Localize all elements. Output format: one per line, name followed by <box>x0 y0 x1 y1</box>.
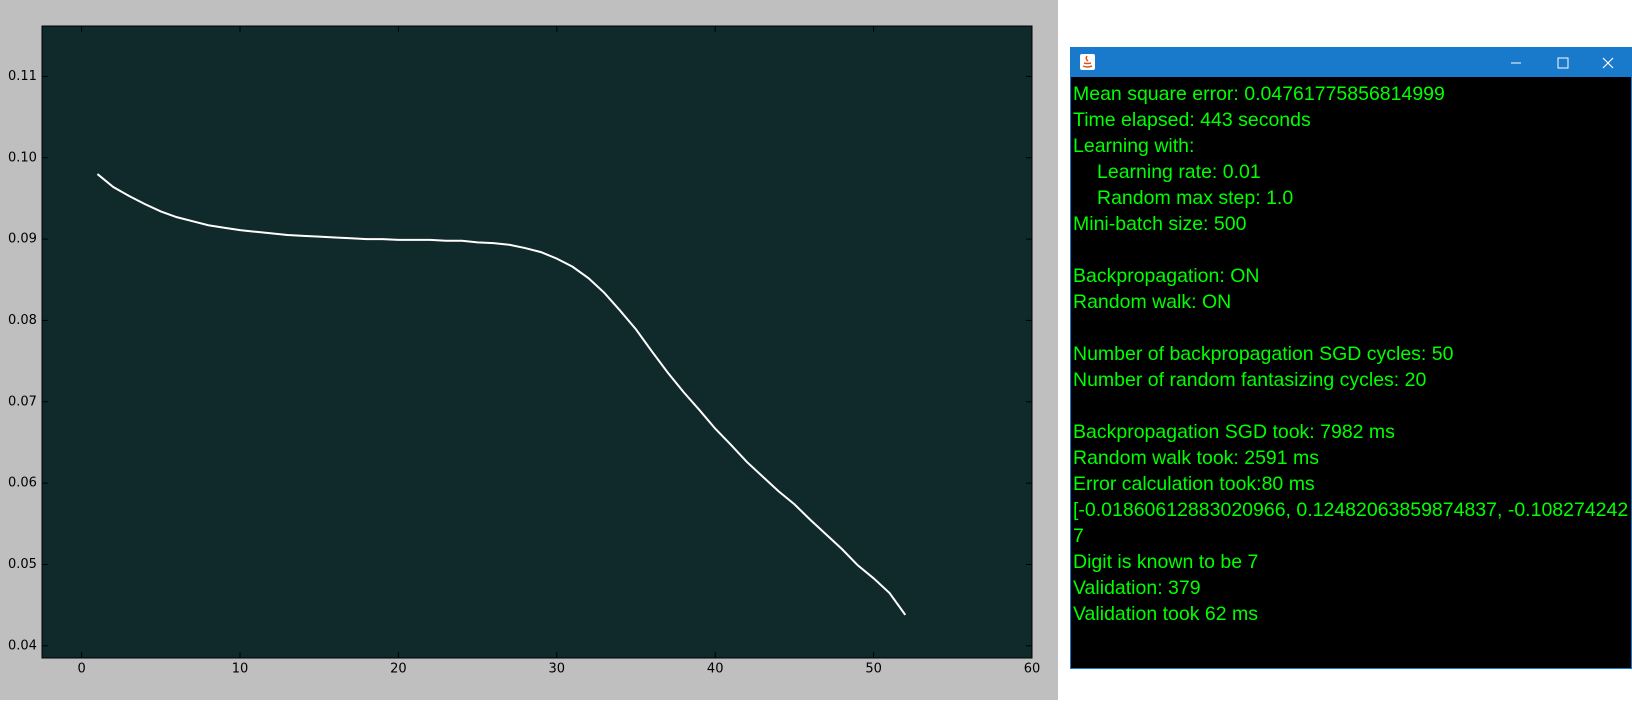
console-text: Mean square error: 0.04761775856814999 Ti… <box>1071 77 1631 627</box>
console-line: Number of random fantasizing cycles: 20 <box>1073 369 1427 391</box>
x-tick-label: 30 <box>549 662 566 677</box>
blank-line <box>1073 237 1631 263</box>
console-window: Mean square error: 0.04761775856814999 Ti… <box>1070 47 1632 669</box>
x-tick-label: 0 <box>77 662 85 677</box>
console-line: Random walk took: 2591 ms <box>1073 447 1320 469</box>
y-tick-label: 0.07 <box>8 394 37 409</box>
x-tick-label: 50 <box>865 662 882 677</box>
chart: 0.04 0.05 0.06 0.07 0.08 0.09 0.10 0.11 0 10 20 30 4… <box>8 25 1041 677</box>
console-line: Learning rate: 0.01 <box>1097 161 1261 183</box>
console-line: Number of backpropagation SGD cycles: 50 <box>1073 343 1454 365</box>
console-line: Mini-batch size: 500 <box>1073 213 1247 235</box>
maximize-button[interactable] <box>1557 57 1569 69</box>
y-tick-label: 0.09 <box>8 232 37 247</box>
console-line: Error calculation took:80 ms <box>1073 473 1315 495</box>
console-line: Validation: 379 <box>1073 577 1201 599</box>
plot-area <box>41 25 1033 659</box>
data-line <box>96 173 907 616</box>
console-line: Backpropagation SGD took: 7982 ms <box>1073 421 1395 443</box>
console-line: Digit is known to be 7 <box>1073 551 1259 573</box>
title-bar-icons <box>1080 54 1614 70</box>
y-tick-label: 0.11 <box>8 69 37 84</box>
console-line: Random walk: ON <box>1073 291 1232 313</box>
x-tick-label: 10 <box>232 662 249 677</box>
x-tick-label: 20 <box>390 662 407 677</box>
console-line: Random max step: 1.0 <box>1097 187 1294 209</box>
app-icon <box>1080 54 1095 70</box>
close-button[interactable] <box>1602 57 1614 69</box>
console-line: Time elapsed: 443 seconds <box>1073 109 1311 131</box>
plot-window: 0.04 0.05 0.06 0.07 0.08 0.09 0.10 0.11 0 10 20 30 4… <box>0 0 1058 700</box>
console-line: [-0.01860612883020966, 0.124820638598748… <box>1073 499 1629 521</box>
y-tick-label: 0.06 <box>8 476 37 491</box>
console-line: Validation took 62 ms <box>1073 603 1258 625</box>
title-bar <box>1071 48 1631 77</box>
blank-line <box>1073 393 1631 419</box>
y-tick-label: 0.08 <box>8 313 37 328</box>
console-line: Backpropagation: ON <box>1073 265 1260 287</box>
console-line: Mean square error: 0.04761775856814999 <box>1073 83 1445 105</box>
console-line: Learning with: <box>1073 135 1195 157</box>
y-tick-label: 0.04 <box>8 638 37 653</box>
x-tick-label: 60 <box>1024 662 1041 677</box>
x-tick-label: 40 <box>707 662 724 677</box>
console-line: 7 <box>1073 525 1084 547</box>
blank-line <box>1073 315 1631 341</box>
y-tick-label: 0.10 <box>8 150 37 165</box>
y-tick-label: 0.05 <box>8 557 37 572</box>
